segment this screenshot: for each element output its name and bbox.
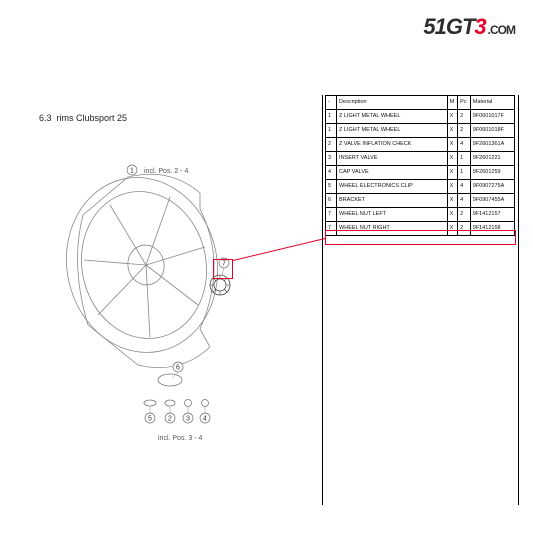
cell-pos: 3 (326, 152, 337, 166)
table-row: 7WHEEL NUT LEFTX29F1412157 (326, 208, 515, 222)
cell-pc: 4 (458, 138, 471, 152)
cell-mat: 9F2601221 (470, 152, 514, 166)
logo-text: 51GT3 (423, 14, 485, 39)
section-name: rims Clubsport 25 (57, 113, 128, 123)
cell-m: X (447, 166, 458, 180)
svg-text:3: 3 (186, 416, 190, 423)
cell-pos: 2 (326, 138, 337, 152)
cell-m: X (447, 194, 458, 208)
cell-desc: CAP VALVE (337, 166, 448, 180)
parts-table: - Description M Pc Material 1Z LIGHT MET… (325, 95, 515, 236)
cell-pos: 4 (326, 166, 337, 180)
cell-pc: 2 (458, 110, 471, 124)
cell-pos: 1 (326, 124, 337, 138)
cell-m: X (447, 152, 458, 166)
callout-3: 3 (183, 413, 193, 423)
cell-pc: 4 (458, 194, 471, 208)
cell-pos: 1 (326, 110, 337, 124)
cell-m: X (447, 124, 458, 138)
logo: 51GT3.COM (423, 14, 515, 40)
cell-pc: 1 (458, 166, 471, 180)
cell-mat: 9F0601017F (470, 110, 514, 124)
logo-com: .COM (488, 23, 515, 37)
th-pos: - (326, 96, 337, 110)
cell-desc: Z LIGHT METAL WHEEL (337, 110, 448, 124)
cell-mat: 9F1412157 (470, 208, 514, 222)
th-m: M (447, 96, 458, 110)
cell-mat: 9F2601361A (470, 138, 514, 152)
table-row: 5WHEEL ELECTRONICS CLIPX49F0907275A (326, 180, 515, 194)
cell-mat: 9F0907455A (470, 194, 514, 208)
cell-desc: WHEEL ELECTRONICS CLIP (337, 180, 448, 194)
svg-text:6: 6 (176, 365, 180, 372)
svg-text:2: 2 (168, 416, 172, 423)
callout-2: 2 (165, 413, 175, 423)
svg-text:4: 4 (203, 416, 207, 423)
cell-mat: 9F0907275A (470, 180, 514, 194)
callout-1: 1 (127, 165, 137, 175)
table-row: 3INSERT VALVEX19F2601221 (326, 152, 515, 166)
svg-text:5: 5 (148, 416, 152, 423)
cell-desc: BRACKET (337, 194, 448, 208)
cell-pc: 2 (458, 208, 471, 222)
cell-desc: Z VALVE INFLATION CHECK (337, 138, 448, 152)
th-desc: Description (337, 96, 448, 110)
callout-6: 6 (173, 362, 183, 372)
cell-m: X (447, 222, 458, 236)
cell-pc: 1 (458, 152, 471, 166)
callout-4: 4 (200, 413, 210, 423)
svg-text:7: 7 (222, 261, 226, 268)
cell-mat: 9F1412158 (470, 222, 514, 236)
cell-mat: 9F0601018F (470, 124, 514, 138)
incl-pos-top: incl. Pos. 2 - 4 (144, 168, 188, 175)
cell-desc: INSERT VALVE (337, 152, 448, 166)
section-title: 6.3 rims Clubsport 25 (39, 113, 127, 123)
cell-m: X (447, 138, 458, 152)
table-row: 6BRACKETX49F0907455A (326, 194, 515, 208)
section-number: 6.3 (39, 113, 52, 123)
cell-pc: 2 (458, 124, 471, 138)
callout-5: 5 (145, 413, 155, 423)
cell-m: X (447, 180, 458, 194)
table-frame-left (322, 95, 323, 505)
cell-pc: 2 (458, 222, 471, 236)
table-row: 1Z LIGHT METAL WHEELX29F0601018F (326, 124, 515, 138)
cell-desc: WHEEL NUT LEFT (337, 208, 448, 222)
table-header-row: - Description M Pc Material (326, 96, 515, 110)
cell-pos: 7 (326, 222, 337, 236)
cell-pc: 4 (458, 180, 471, 194)
table-row: 2Z VALVE INFLATION CHECKX49F2601361A (326, 138, 515, 152)
table-frame-right (518, 95, 519, 505)
svg-text:1: 1 (130, 168, 134, 175)
cell-m: X (447, 110, 458, 124)
table-row: 4CAP VALVEX19F2601259 (326, 166, 515, 180)
cell-desc: Z LIGHT METAL WHEEL (337, 124, 448, 138)
th-mat: Material (470, 96, 514, 110)
callout-7: 7 (219, 258, 229, 268)
cell-pos: 5 (326, 180, 337, 194)
cell-desc: WHEEL NUT RIGHT (337, 222, 448, 236)
table-row: 1Z LIGHT METAL WHEELX29F0601017F (326, 110, 515, 124)
th-pc: Pc (458, 96, 471, 110)
table-row: 7WHEEL NUT RIGHTX29F1412158 (326, 222, 515, 236)
parts-table-wrap: - Description M Pc Material 1Z LIGHT MET… (325, 95, 515, 236)
wheel-diagram: 1 7 6 5 2 3 4 (60, 145, 320, 445)
cell-pos: 6 (326, 194, 337, 208)
cell-pos: 7 (326, 208, 337, 222)
cell-mat: 9F2601259 (470, 166, 514, 180)
cell-m: X (447, 208, 458, 222)
incl-pos-bottom: incl. Pos. 3 - 4 (158, 435, 202, 442)
